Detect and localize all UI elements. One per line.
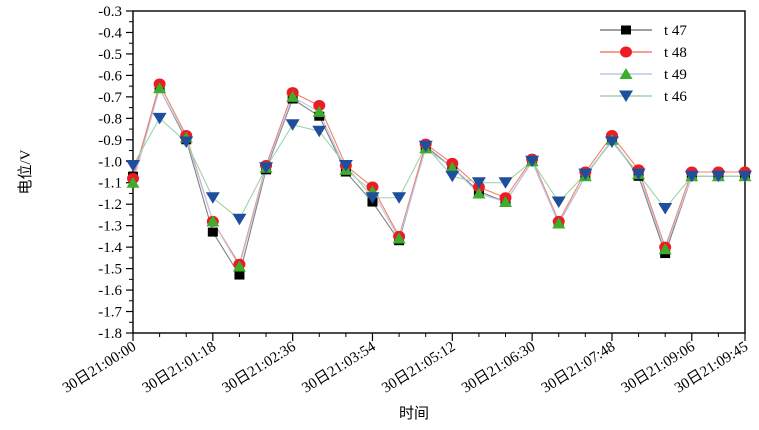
legend-3-triangle-down-marker [619,90,633,102]
series-line-2 [132,86,745,268]
x-tick-label-group: 30日21:00:00 [60,339,139,397]
x-tick-label-group: 30日21:02:36 [220,339,300,397]
series-3-point-15-triangle-down-marker [525,155,540,168]
y-tick-label: -1.7 [98,305,122,321]
legend-item-3[interactable]: t 46 [600,89,687,105]
series-3-point-17-triangle-down-marker [578,168,593,181]
x-tick-label-group: 30日21:06:30 [459,339,538,397]
series-3-point-13-triangle-down-marker [471,177,486,189]
series-3-point-11-triangle-down-marker [418,140,433,153]
y-axis-title-group: 电位/V [17,149,34,194]
series-3-point-23-triangle-down-marker [738,170,752,183]
series-line-0 [132,86,745,277]
series-markers-3 [126,112,752,226]
legend-item-0[interactable]: t 47 [600,23,687,39]
x-tick-label-group: 30日21:07:48 [539,339,618,397]
series-0-point-3-square-marker [207,227,218,237]
series-2-point-7-triangle-up-marker [312,105,326,117]
series-2-point-1-triangle-up-marker [153,82,167,94]
series-3-point-1-triangle-down-marker [152,112,167,125]
plot-area-frame [132,10,746,334]
x-tick-label: 30日21:06:30 [459,339,538,397]
x-tick-label: 30日21:03:54 [299,339,379,397]
series-3-point-4-triangle-down-marker [232,213,247,226]
legend-label-3: t 46 [664,89,687,105]
legend-0-square-marker [621,25,631,35]
series-3-point-3-triangle-down-marker [205,192,220,204]
series-2-point-4-triangle-up-marker [232,260,246,272]
y-tick-label: -1.3 [98,219,122,235]
series-3-point-22-triangle-down-marker [711,170,726,183]
series-2-point-13-triangle-up-marker [472,187,486,199]
x-tick-label-group: 30日21:05:12 [379,339,458,397]
series-markers-1 [127,78,751,270]
x-tick-label: 30日21:05:12 [379,339,458,397]
series-2-point-10-triangle-up-marker [392,232,406,244]
legend-label-1: t 48 [664,45,687,61]
series-3-point-0-triangle-down-marker [126,160,140,172]
x-tick-label: 30日21:02:36 [220,339,300,397]
y-tick-label: -0.7 [98,90,122,106]
series-2-point-14-triangle-up-marker [499,196,513,208]
series-2-point-6-triangle-up-marker [286,90,300,102]
x-tick-label: 30日21:07:48 [539,339,618,397]
series-3-point-16-triangle-down-marker [551,196,566,209]
series-line-3 [132,117,745,221]
x-axis-title: 时间 [399,405,429,422]
series-2-point-16-triangle-up-marker [552,217,566,229]
series-1-point-7-circle-marker [313,99,326,111]
y-tick-label: -0.5 [98,47,122,63]
y-axis-title: 电位/V [17,149,34,194]
y-tick-label: -1.1 [98,176,122,192]
y-tick-label: -1.0 [98,154,122,170]
y-tick-label: -0.6 [98,68,122,84]
series-3-point-14-triangle-down-marker [498,177,513,189]
y-tick-label: -1.5 [98,262,122,278]
legend-item-2[interactable]: t 49 [600,67,687,83]
series-0-point-4-square-marker [234,270,245,280]
series-3-point-2-triangle-down-marker [179,136,194,148]
series-3-point-10-triangle-down-marker [392,192,407,204]
x-tick-label: 30日21:01:18 [140,339,219,397]
series-2-point-0-triangle-up-marker [126,176,140,188]
y-tick-label: -1.2 [98,197,122,213]
series-2-point-20-triangle-up-marker [658,243,672,255]
legend-2-triangle-up-marker [619,68,633,79]
series-3-point-7-triangle-down-marker [312,125,327,138]
series-markers-0 [128,83,750,280]
series-2-point-3-triangle-up-marker [206,215,220,227]
legend-1-circle-marker [620,46,632,58]
series-2-point-12-triangle-up-marker [445,161,459,173]
legend-item-1[interactable]: t 48 [600,45,687,61]
series-3-point-9-triangle-down-marker [365,192,380,204]
series-3-point-21-triangle-down-marker [684,170,699,183]
y-tick-label: -0.9 [98,133,122,149]
x-tick-label-group: 30日21:03:54 [299,339,379,397]
series-line-1 [132,82,745,266]
x-tick-label-group: 30日21:01:18 [140,339,219,397]
y-tick-label: -1.8 [98,326,122,342]
y-tick-label: -1.6 [98,283,122,299]
y-tick-label: -0.4 [98,25,122,41]
series-3-point-20-triangle-down-marker [658,202,673,215]
series-3-point-8-triangle-down-marker [338,160,353,172]
series-3-point-5-triangle-down-marker [259,162,274,174]
legend-label-2: t 49 [664,67,687,83]
y-tick-label: -0.3 [98,4,122,20]
series-3-point-6-triangle-down-marker [285,119,300,131]
series-3-point-12-triangle-down-marker [445,170,460,183]
series-3-point-19-triangle-down-marker [631,168,646,181]
legend-label-0: t 47 [664,23,687,39]
series-3-point-18-triangle-down-marker [604,136,619,148]
x-tick-label: 30日21:00:00 [60,339,139,397]
y-tick-label: -0.8 [98,111,122,127]
y-tick-label: -1.4 [98,240,122,256]
